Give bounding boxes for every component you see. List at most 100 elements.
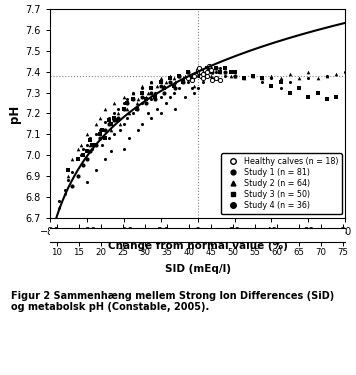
Point xyxy=(56,204,62,210)
Point xyxy=(228,69,234,75)
Point xyxy=(176,86,182,92)
Point xyxy=(195,73,200,79)
Point xyxy=(80,162,86,168)
Point xyxy=(198,73,204,79)
Point xyxy=(305,75,311,81)
Point xyxy=(180,79,186,85)
Point xyxy=(84,179,90,185)
Point xyxy=(134,106,140,112)
Point xyxy=(228,73,234,79)
Point xyxy=(103,127,108,133)
Point xyxy=(69,169,75,175)
Point xyxy=(209,69,215,75)
Point xyxy=(198,73,204,79)
Point xyxy=(189,75,195,81)
Point xyxy=(269,83,274,89)
Point xyxy=(176,73,182,79)
Point xyxy=(213,75,219,81)
Point xyxy=(204,73,210,79)
Point xyxy=(278,75,283,81)
Point xyxy=(197,69,202,75)
Point xyxy=(130,110,136,116)
Point xyxy=(139,94,145,100)
Point xyxy=(180,75,186,81)
Point xyxy=(139,90,145,96)
Point xyxy=(93,131,99,137)
Point xyxy=(154,83,160,89)
Point xyxy=(97,127,103,133)
Point xyxy=(103,119,108,125)
Point xyxy=(217,69,222,75)
Point xyxy=(185,69,191,75)
Point xyxy=(89,142,95,148)
Point xyxy=(126,110,132,116)
Point xyxy=(189,77,195,83)
Point xyxy=(106,121,112,127)
Point xyxy=(204,64,210,70)
Point xyxy=(222,69,228,75)
Point xyxy=(121,106,127,112)
Point xyxy=(130,90,136,96)
Point xyxy=(93,121,99,127)
Point xyxy=(217,77,222,83)
Point xyxy=(66,173,71,179)
Point xyxy=(121,146,127,152)
Point xyxy=(88,142,93,148)
Point xyxy=(198,69,204,75)
Point xyxy=(305,94,311,100)
Point xyxy=(121,94,127,100)
Point xyxy=(97,135,103,141)
Point xyxy=(200,79,206,85)
Point xyxy=(200,71,206,77)
Point xyxy=(115,117,121,123)
Point xyxy=(198,73,204,79)
Point xyxy=(115,115,121,121)
Point xyxy=(324,73,330,79)
Point xyxy=(204,64,210,70)
Point xyxy=(80,146,86,152)
Point xyxy=(62,188,68,194)
Point xyxy=(208,73,213,79)
Point xyxy=(189,75,195,81)
Point xyxy=(232,73,237,79)
Text: Figur 2 Sammenhæng mellem Strong Ion Differences (SiD)
og metabolsk pH (Constabl: Figur 2 Sammenhæng mellem Strong Ion Dif… xyxy=(11,291,334,312)
Point xyxy=(333,71,339,77)
Point xyxy=(185,69,191,75)
Point xyxy=(250,73,256,79)
Point xyxy=(84,142,90,148)
Point xyxy=(93,166,99,172)
Point xyxy=(80,152,86,158)
Point xyxy=(315,75,320,81)
Point xyxy=(158,75,163,81)
Point xyxy=(185,79,191,85)
Point xyxy=(148,96,154,102)
Point xyxy=(163,79,169,85)
Point xyxy=(189,73,195,79)
Point xyxy=(97,115,103,121)
Point xyxy=(112,131,117,137)
Point xyxy=(195,67,200,73)
Point xyxy=(106,117,112,123)
Point xyxy=(260,75,265,81)
Point xyxy=(241,75,247,81)
Point xyxy=(191,90,197,96)
Point xyxy=(209,75,215,81)
Point xyxy=(103,106,108,112)
Point xyxy=(173,86,178,92)
Point xyxy=(185,75,191,81)
Point xyxy=(209,77,215,83)
Point xyxy=(213,64,219,70)
Point xyxy=(342,69,348,75)
Point xyxy=(130,96,136,102)
Point xyxy=(84,131,90,137)
Point xyxy=(148,90,154,96)
Point xyxy=(125,115,130,121)
Point xyxy=(145,90,151,96)
Point xyxy=(189,86,195,92)
Point xyxy=(145,110,151,116)
Point xyxy=(296,86,302,92)
Point xyxy=(99,127,104,133)
Point xyxy=(121,121,127,127)
Point xyxy=(208,67,213,73)
Point xyxy=(195,69,200,75)
